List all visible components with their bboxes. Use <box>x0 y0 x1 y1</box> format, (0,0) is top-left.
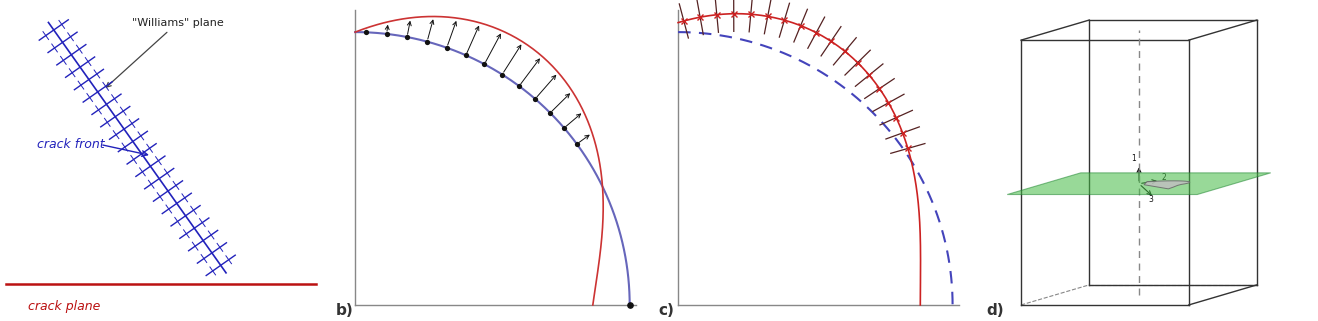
Text: 1: 1 <box>1131 154 1136 163</box>
Text: d): d) <box>986 303 1004 318</box>
Text: c): c) <box>659 303 675 318</box>
Text: b): b) <box>336 303 353 318</box>
Text: "Williams" plane: "Williams" plane <box>107 18 224 87</box>
Text: 2: 2 <box>1161 173 1166 182</box>
Text: 3: 3 <box>1148 195 1153 204</box>
Text: crack front: crack front <box>37 138 105 151</box>
Polygon shape <box>1007 173 1271 195</box>
Text: crack plane: crack plane <box>29 300 100 313</box>
Polygon shape <box>1144 181 1190 189</box>
